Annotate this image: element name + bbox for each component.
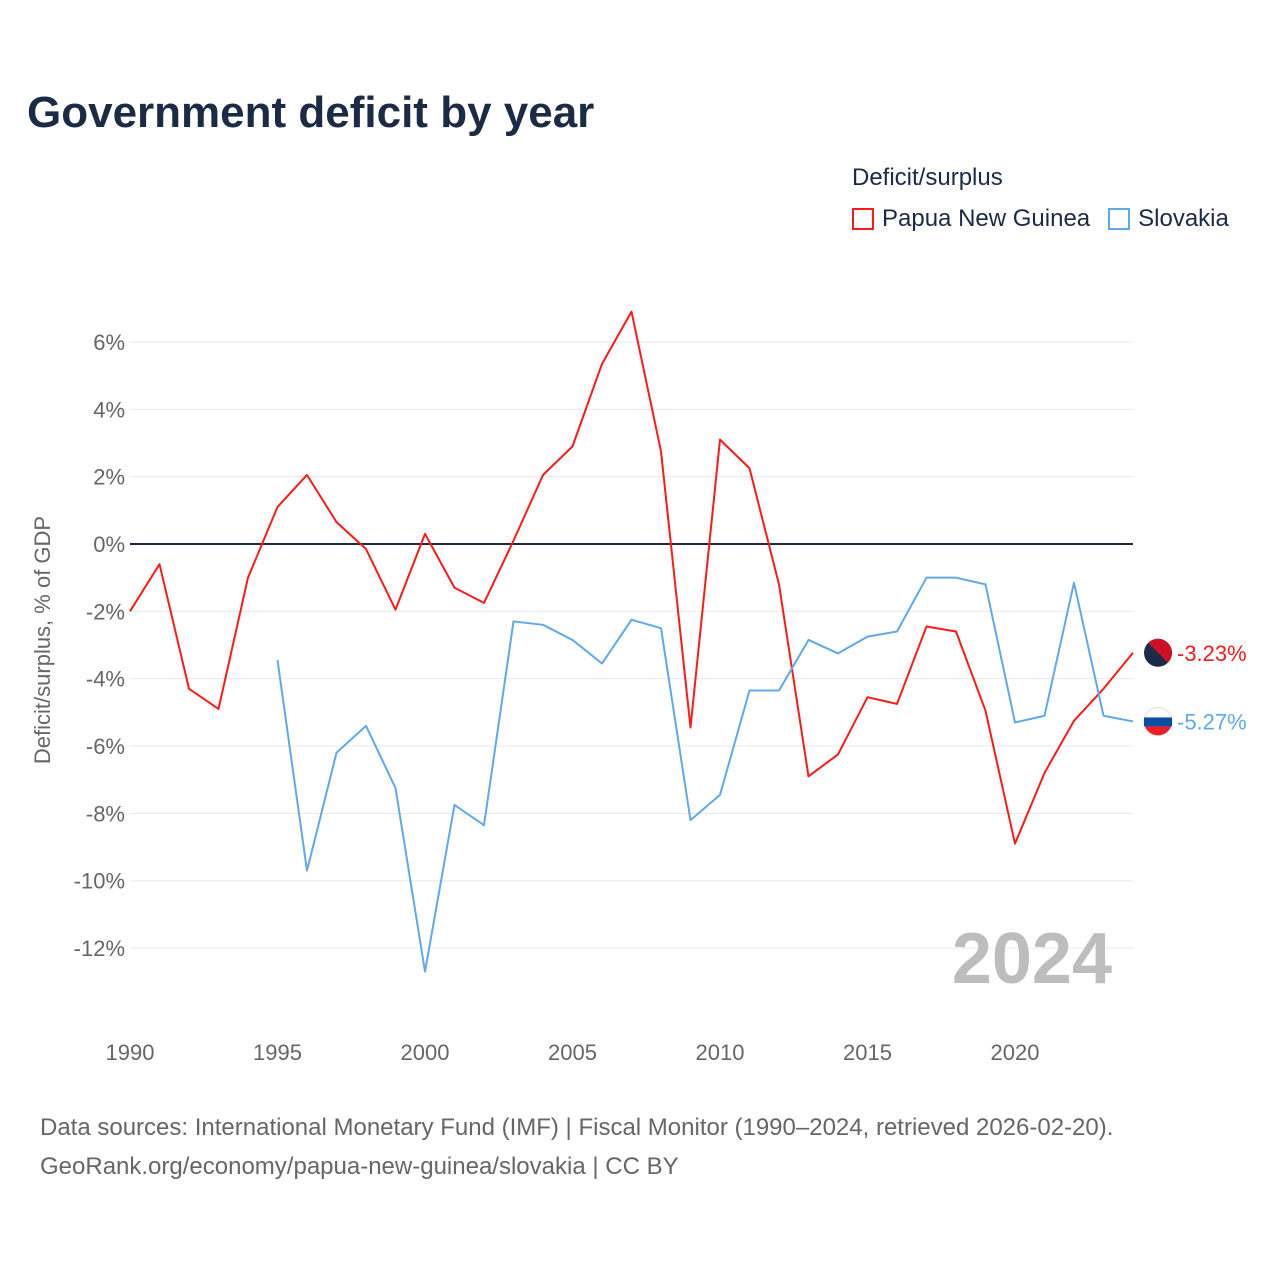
year-watermark: 2024 [952,919,1112,999]
source-line: Data sources: International Monetary Fun… [40,1114,1114,1141]
x-tick-label: 1990 [106,1040,155,1065]
x-tick-label: 2020 [991,1040,1040,1065]
x-tick-label: 2015 [843,1040,892,1065]
x-tick-label: 2005 [548,1040,597,1065]
legend-item-slovakia[interactable]: Slovakia [1108,205,1229,233]
y-tick-label: -12% [74,936,125,961]
x-tick-label: 2010 [696,1040,745,1065]
y-tick-label: -4% [86,667,125,692]
end-value-label: -3.23% [1177,641,1247,666]
y-tick-label: 2% [93,465,125,490]
series-line-slovakia [276,576,1134,973]
y-tick-label: -8% [86,801,125,826]
chart-area: 6% 4% 2% 0% -2% -4% -6% -8% -10% -12% 1990 1995 2000… [30,310,1247,1065]
end-value-label: -5.27% [1177,709,1247,734]
legend-swatch-red [852,208,874,230]
papua-new-guinea-flag-icon [1144,638,1172,667]
y-tick-label: 4% [93,397,125,422]
y-tick-label: -6% [86,734,125,759]
legend-label: Papua New Guinea [882,205,1091,232]
source-link[interactable]: GeoRank.org/economy/papua-new-guinea/slo… [40,1153,679,1180]
legend: Papua New Guinea Slovakia [852,205,1247,233]
y-tick-label: -2% [86,599,125,624]
chart-title: Government deficit by year [27,88,595,137]
x-tick-label: 1995 [253,1040,302,1065]
y-axis-label: Deficit/surplus, % of GDP [30,516,55,764]
y-tick-label: 6% [93,330,125,355]
legend-swatch-blue [1108,208,1131,230]
slovakia-flag-icon [1143,706,1173,736]
flag-part [1148,638,1172,663]
legend-item-papua-new-guinea[interactable]: Papua New Guinea [852,205,1090,233]
x-tick-label: 2000 [401,1040,450,1065]
flag-part [1145,726,1171,736]
y-tick-label: 0% [93,532,125,557]
series-line-papua-new-guinea [129,310,1134,845]
y-tick-label: -10% [74,869,125,894]
flag-part [1144,717,1172,727]
source-note: Data sources: International Monetary Fun… [40,1108,1113,1186]
legend-label: Slovakia [1138,205,1229,232]
legend-title: Deficit/surplus [852,164,1003,191]
